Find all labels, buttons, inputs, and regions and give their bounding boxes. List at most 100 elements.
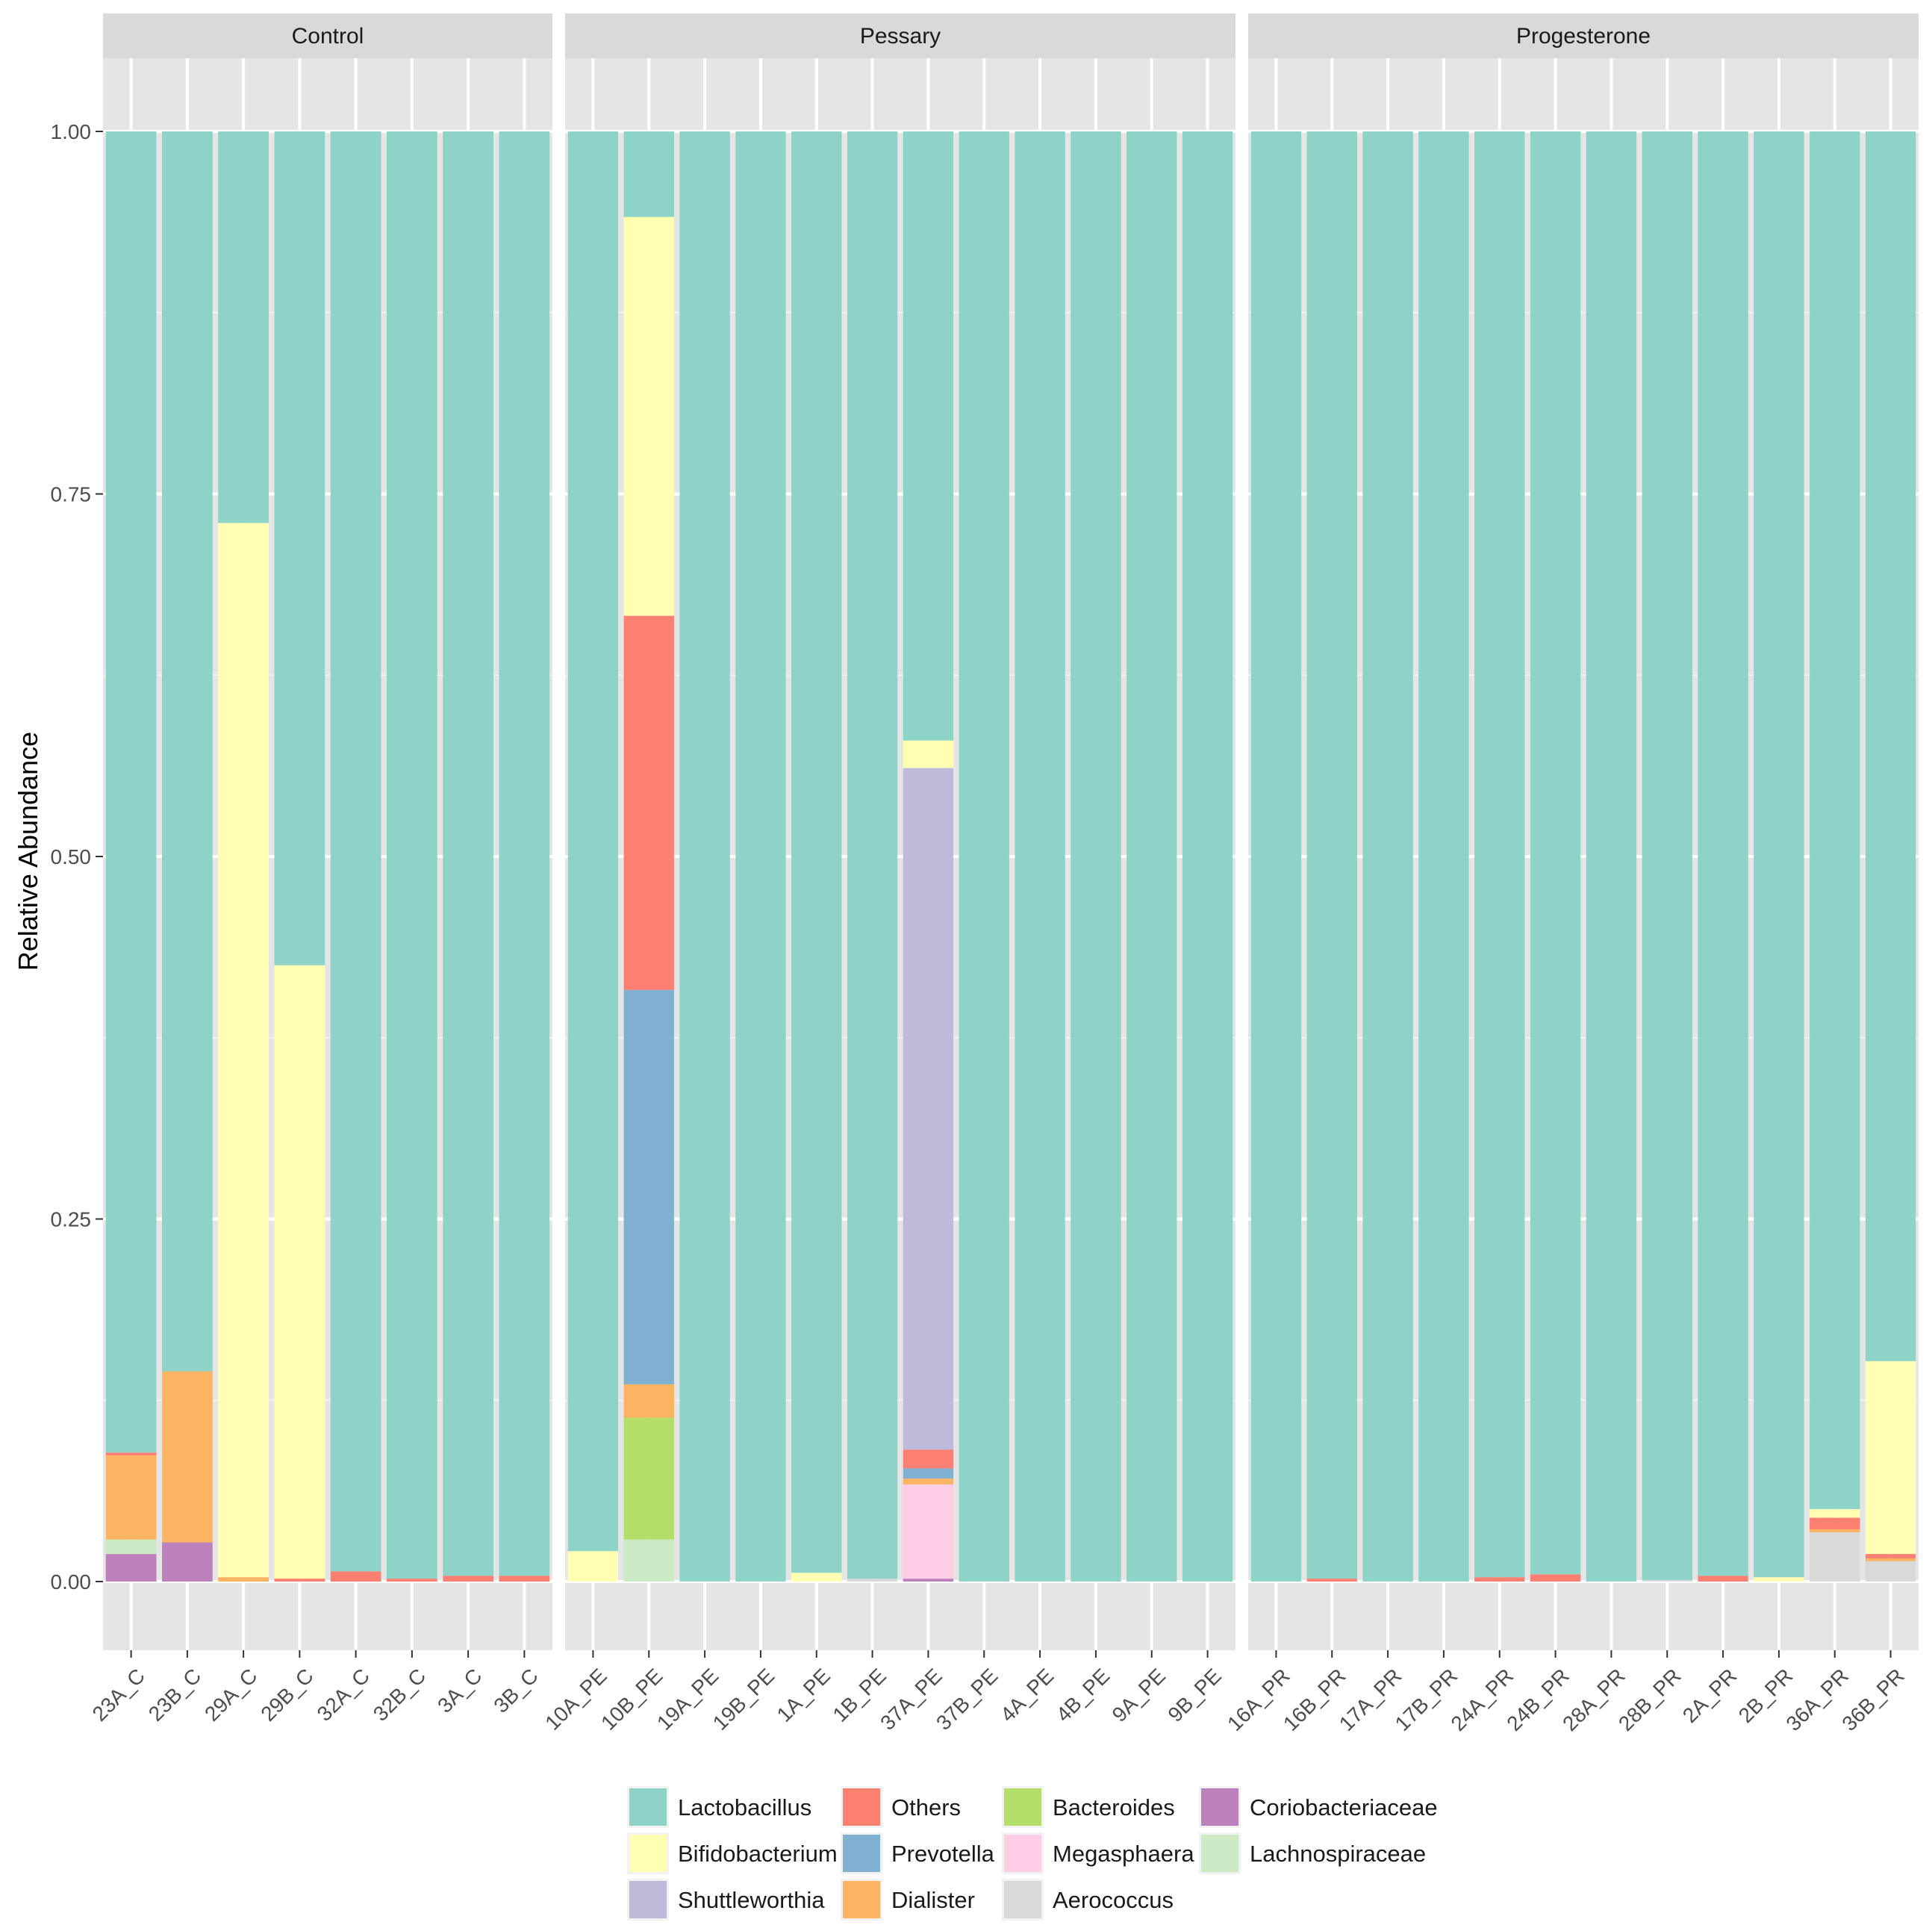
y-tick-label: 0.00 [51,1570,92,1593]
panel-background [1248,58,1919,1650]
x-tick-label: 23B_C [144,1664,205,1725]
bar-segment-others [443,1576,493,1582]
bar-segment-lactobacillus [623,131,674,217]
bar-segment-lactobacillus [1698,131,1748,1576]
bar-19A_PE [679,131,730,1582]
y-tick-label: 1.00 [51,120,92,143]
bar-2B_PR [1754,131,1804,1582]
legend-label: Aerococcus [1053,1887,1174,1913]
bar-segment-bifidobacterium [791,1573,842,1582]
bar-segment-aerococcus [1810,1532,1860,1582]
bar-segment-bifidobacterium [1810,1508,1860,1518]
bar-segment-lachnospiraceae [623,1539,674,1582]
legend-item-shuttleworthia: Shuttleworthia [627,1879,825,1921]
bar-segment-coriobacteriaceae [105,1554,157,1582]
bar-1A_PE [791,131,842,1582]
y-axis: 0.00 0.25 0.50 0.75 1.00 [51,120,103,1593]
bar-segment-lactobacillus [274,131,325,966]
bar-3B_C [499,131,550,1582]
bar-segment-lactobacillus [387,131,437,1579]
legend-swatch [629,1881,667,1918]
x-tick-label: 36B_PR [1837,1664,1909,1735]
bar-segment-lactobacillus [330,131,381,1572]
x-tick-label: 19A_PE [652,1664,723,1735]
legend-item-others: Others [841,1786,961,1828]
bar-segment-dialister [1810,1529,1860,1532]
legend-swatch [629,1835,667,1872]
x-tick-label: 23A_C [88,1664,149,1725]
bar-3A_C [443,131,493,1582]
bar-segment-lactobacillus [218,131,269,523]
bar-segment-lactobacillus [567,131,619,1552]
legend-item-bifidobacterium: Bifidobacterium [627,1832,838,1874]
bar-segment-lactobacillus [1362,131,1413,1582]
y-tick-label: 0.50 [51,845,92,868]
bar-segment-others [105,1452,157,1456]
facet-pessary: Pessary10A_PE10B_PE19A_PE19B_PE1A_PE1B_P… [540,13,1235,1735]
bar-segment-dialister [162,1371,213,1543]
bar-segment-lactobacillus [1015,131,1065,1582]
bar-segment-lactobacillus [847,131,898,1579]
legend-label: Megasphaera [1053,1841,1194,1867]
bar-segment-others [1474,1577,1525,1582]
bar-segment-bifidobacterium [218,523,269,1578]
panel-background [565,58,1235,1650]
facet-strip-label: Progesterone [1516,24,1651,49]
facet-strip-label: Pessary [860,24,941,49]
legend-label: Lactobacillus [678,1794,811,1820]
x-tick-label: 10B_PE [596,1664,667,1735]
x-tick-label: 9A_PE [1108,1664,1171,1726]
facet-strip [1248,13,1919,58]
bar-segment-lactobacillus [1642,131,1692,1581]
bar-segment-lactobacillus [443,131,493,1576]
legend-swatch [1201,1788,1238,1826]
bar-segment-others [499,1576,550,1582]
legend-swatch [843,1881,880,1918]
bar-segment-dialister [903,1478,954,1484]
bar-segment-bifidobacterium [903,740,954,768]
bar-segment-others [623,615,674,990]
bar-segment-dialister [623,1384,674,1418]
x-tick-label: 10A_PE [540,1664,611,1735]
x-tick-label: 29A_C [200,1664,261,1725]
legend-swatch [1004,1788,1041,1826]
legend-item-lachnospiraceae: Lachnospiraceae [1199,1832,1426,1874]
legend-item-lactobacillus: Lactobacillus [627,1786,811,1828]
bar-segment-lactobacillus [1127,131,1177,1582]
bar-segment-lactobacillus [1530,131,1581,1575]
bar-23B_C [162,131,213,1582]
legend-swatch [843,1835,880,1872]
bar-17B_PR [1418,131,1469,1582]
legend-label: Bifidobacterium [678,1841,838,1867]
legend-label: Lachnospiraceae [1250,1841,1426,1867]
x-tick-label: 1A_PE [773,1664,835,1726]
bar-9A_PE [1127,131,1177,1582]
legend-label: Bacteroides [1053,1794,1175,1820]
bar-segment-lactobacillus [1071,131,1121,1582]
bar-segment-lachnospiraceae [105,1539,157,1555]
x-tick-label: 29B_C [256,1664,317,1725]
bar-segment-aerococcus [847,1579,898,1582]
legend-item-dialister: Dialister [841,1879,975,1921]
bar-4A_PE [1015,131,1065,1582]
bar-10A_PE [567,131,619,1582]
legend-item-coriobacteriaceae: Coriobacteriaceae [1199,1786,1438,1828]
bar-segment-lactobacillus [1306,131,1357,1579]
facet-strip [565,13,1235,58]
legend-label: Prevotella [891,1841,995,1867]
bar-segment-megasphaera [903,1484,954,1579]
bar-segment-lactobacillus [1182,131,1233,1582]
bar-segment-others [903,1449,954,1469]
bar-segment-dialister [218,1577,269,1582]
bar-segment-lactobacillus [1418,131,1469,1582]
bar-segment-lactobacillus [1474,131,1525,1578]
bar-segment-lactobacillus [903,131,954,741]
bar-37A_PE [903,131,954,1582]
bar-segment-prevotella [903,1468,954,1479]
bar-segment-others [1698,1576,1748,1582]
legend-label: Shuttleworthia [678,1887,825,1913]
bar-28A_PR [1586,131,1637,1582]
bar-4B_PE [1071,131,1121,1582]
x-tick-label: 4B_PE [1052,1664,1115,1726]
